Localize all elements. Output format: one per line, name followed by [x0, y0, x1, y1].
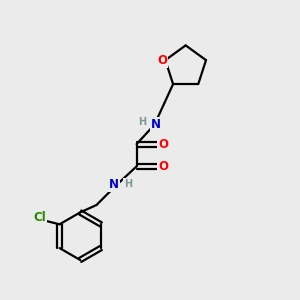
Text: N: N — [151, 118, 161, 131]
Text: H: H — [138, 117, 146, 127]
Text: O: O — [158, 160, 168, 173]
Text: O: O — [157, 54, 167, 67]
Text: H: H — [124, 179, 132, 189]
Text: N: N — [109, 178, 119, 191]
Text: O: O — [158, 138, 168, 151]
Text: Cl: Cl — [33, 211, 46, 224]
